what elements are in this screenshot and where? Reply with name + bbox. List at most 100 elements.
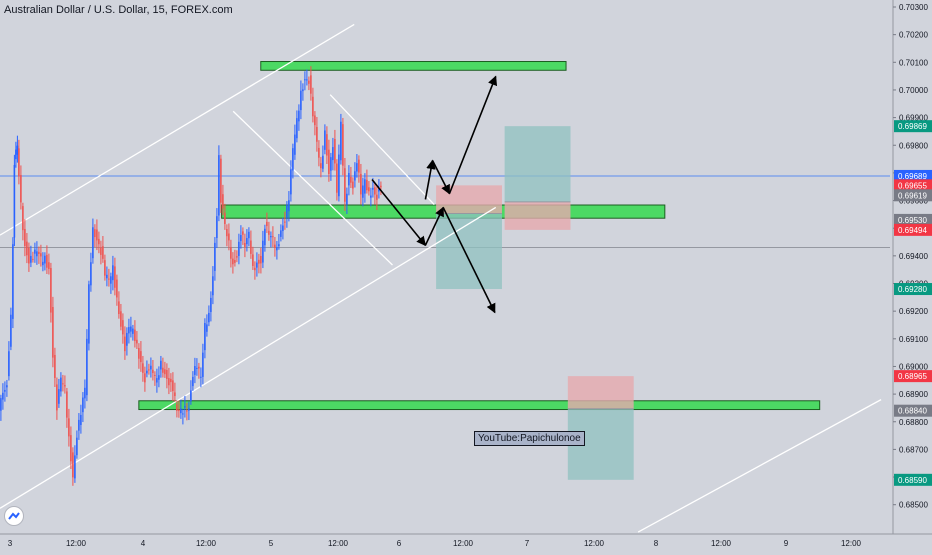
y-tick-label: 0.68800 — [899, 418, 928, 427]
candle-body — [254, 267, 256, 271]
candle-body — [302, 89, 304, 92]
candle-body — [306, 79, 308, 81]
candle-body — [162, 367, 164, 373]
candle-body — [354, 171, 356, 181]
candle-body — [15, 149, 17, 160]
short-position-1-target-zone — [436, 213, 502, 290]
y-tick-label: 0.68900 — [899, 390, 928, 399]
candle-body — [168, 378, 170, 386]
candle-body — [202, 352, 204, 377]
candle-body — [360, 173, 362, 195]
price-tag-label: 0.69280 — [898, 285, 927, 294]
tradingview-logo-icon[interactable] — [4, 506, 24, 526]
candle-body — [120, 311, 122, 327]
candle-body — [328, 149, 330, 174]
price-tag — [894, 370, 932, 383]
candle-body — [68, 418, 70, 437]
candle-body — [216, 216, 218, 238]
candle-body — [272, 236, 274, 238]
x-tick-label: 12:00 — [711, 539, 732, 548]
candle-body — [20, 175, 22, 203]
price-tag-label: 0.68965 — [898, 372, 927, 381]
candle-body — [324, 130, 326, 150]
candle-body — [230, 247, 232, 259]
price-tag — [894, 223, 932, 236]
candle-body — [276, 247, 278, 251]
candle-body — [240, 235, 242, 242]
candle-body — [166, 369, 168, 379]
candle-body — [10, 314, 12, 347]
candle-body — [122, 320, 124, 335]
trendline — [0, 206, 497, 509]
candle-body — [352, 181, 354, 189]
candle-body — [96, 229, 98, 241]
candle-body — [150, 365, 152, 370]
candle-body — [76, 437, 78, 456]
candle-body — [288, 200, 290, 212]
candle-body — [192, 376, 194, 387]
candle-body — [100, 247, 102, 255]
candle-body — [94, 229, 96, 238]
candle-body — [290, 169, 292, 195]
candle-body — [36, 251, 38, 257]
y-tick-label: 0.69100 — [899, 335, 928, 344]
candle-body — [376, 194, 378, 200]
candle-body — [318, 147, 320, 158]
candle-body — [78, 419, 80, 431]
candle-body — [54, 354, 56, 378]
x-tick-label: 5 — [269, 539, 274, 548]
candle-body — [56, 384, 58, 411]
candle-body — [268, 230, 270, 235]
x-tick-label: 6 — [397, 539, 402, 548]
candle-body — [194, 366, 196, 375]
candle-body — [88, 284, 90, 344]
zone-lower-support — [138, 400, 821, 411]
candle-body — [66, 391, 68, 418]
candle-body — [8, 351, 10, 377]
candle-body — [274, 244, 276, 248]
candle-body — [378, 188, 380, 192]
y-tick-label: 0.69900 — [899, 114, 928, 123]
candle-body — [110, 276, 112, 284]
candle-body — [106, 274, 108, 279]
price-tag — [894, 473, 932, 486]
candle-body — [358, 159, 360, 173]
candle-body — [164, 369, 166, 375]
candle-body — [82, 397, 84, 413]
trendline — [232, 110, 393, 266]
candle-body — [286, 205, 288, 218]
candle-body — [190, 390, 192, 402]
projection-arrow — [448, 75, 498, 194]
price-tag — [894, 213, 932, 226]
y-tick-label: 0.69200 — [899, 307, 928, 316]
candle-body — [322, 155, 324, 169]
price-tag — [894, 169, 932, 182]
candle-body — [308, 80, 310, 84]
candle-body — [46, 254, 48, 268]
y-tick-label: 0.68700 — [899, 445, 928, 454]
candle-body — [356, 163, 358, 172]
y-tick-label: 0.70100 — [899, 58, 928, 67]
candle-body — [364, 179, 366, 194]
x-tick-label: 8 — [654, 539, 659, 548]
candle-body — [38, 251, 40, 255]
candle-body — [148, 369, 150, 371]
candle-body — [182, 413, 184, 415]
candle-body — [280, 230, 282, 237]
candle-body — [92, 227, 94, 259]
candle-body — [198, 366, 200, 369]
candle-body — [142, 363, 144, 373]
candle-body — [158, 375, 160, 380]
candle-body — [60, 377, 62, 392]
candle-body — [170, 378, 172, 383]
candle-body — [220, 158, 222, 203]
candle-body — [104, 260, 106, 276]
candle-body — [250, 240, 252, 254]
price-tag — [894, 404, 932, 417]
candle-body — [258, 259, 260, 264]
candle-body — [6, 385, 8, 388]
candle-body — [13, 164, 16, 238]
zone-top-resistance — [260, 61, 567, 71]
